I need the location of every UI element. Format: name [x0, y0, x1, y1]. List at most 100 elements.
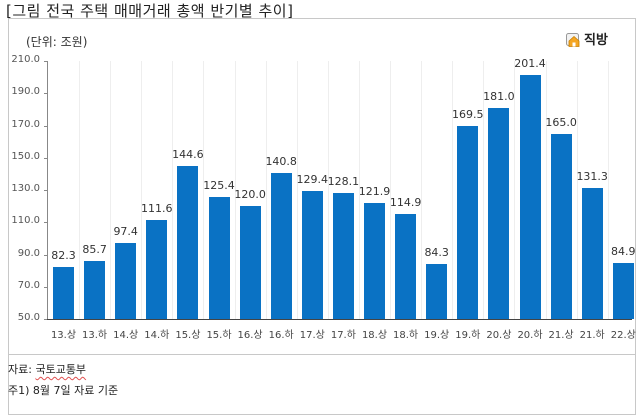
y-tick-mark [44, 254, 48, 256]
title-text: 매매거래 [113, 2, 172, 20]
value-label: 129.4 [296, 172, 329, 186]
bar [270, 172, 292, 319]
value-label: 125.4 [203, 179, 235, 193]
x-tick-label: 18.상 [361, 330, 388, 341]
value-label: 140.8 [265, 154, 297, 168]
category-separator [576, 61, 578, 319]
x-axis [47, 319, 632, 320]
category-separator [390, 61, 391, 319]
x-tick-label: 19.하 [455, 330, 481, 341]
bar [426, 263, 448, 319]
x-tick-label: 13.상 [50, 330, 77, 341]
bar [115, 242, 137, 319]
y-tick-mark [44, 93, 48, 95]
category-separator [110, 61, 112, 319]
value-label: 165.0 [545, 115, 577, 129]
x-tick-label: 17.상 [299, 330, 325, 341]
value-label: 84.3 [424, 245, 449, 259]
category-separator [265, 61, 267, 319]
y-tick-label: 210.0 [11, 54, 40, 65]
value-label: 97.4 [113, 224, 138, 238]
bar [301, 190, 323, 319]
x-tick-label: 14.상 [113, 330, 139, 341]
value-label: 201.4 [514, 56, 546, 70]
x-tick-label: 13.하 [82, 330, 108, 341]
bar [177, 166, 199, 319]
title-text: [그림 전국 주택 [6, 2, 114, 20]
x-tick-label: 14.하 [144, 330, 170, 341]
bar [208, 197, 230, 319]
unit-label: (단위: 조원) [26, 35, 88, 49]
category-separator [327, 61, 329, 319]
value-label: 82.3 [51, 248, 76, 262]
bar [84, 261, 106, 319]
y-tick-mark [44, 190, 48, 191]
logo-text: 직방 [584, 33, 608, 48]
value-label: 84.9 [611, 244, 636, 258]
x-tick-label: 15.상 [175, 330, 201, 341]
value-label: 120.0 [234, 188, 266, 202]
y-tick-mark [44, 286, 48, 288]
x-tick-label: 22.상 [610, 330, 636, 341]
x-tick-label: 16.하 [268, 330, 294, 341]
bar [612, 262, 634, 319]
x-tick-label: 20.하 [517, 330, 543, 341]
figure-title: [그림 전국 주택 매매거래 총액 반기별 추이] [6, 0, 293, 21]
value-label: 128.1 [327, 175, 360, 189]
x-tick-label: 20.상 [486, 330, 512, 341]
value-label: 131.3 [576, 169, 608, 183]
bar [457, 126, 479, 319]
source-name: 국토교통부 [35, 363, 87, 376]
category-separator [296, 61, 298, 319]
category-separator [141, 61, 143, 319]
x-tick-label: 21.하 [579, 330, 605, 341]
y-tick-mark [44, 222, 48, 224]
x-tick-label: 18.하 [393, 330, 419, 341]
category-separator [203, 61, 205, 319]
value-label: 121.9 [358, 185, 391, 199]
x-tick-label: 21.상 [548, 330, 574, 341]
x-tick-label: 19.상 [424, 330, 450, 341]
y-tick-mark [44, 157, 48, 159]
category-separator [607, 61, 609, 319]
category-separator [358, 61, 360, 319]
y-tick-label: 50.0 [17, 312, 40, 323]
category-separator [79, 61, 80, 319]
x-tick-label: 17.하 [330, 330, 356, 341]
y-tick-label: 170.0 [11, 118, 40, 130]
y-tick-mark [44, 319, 48, 320]
category-separator [421, 61, 423, 319]
value-label: 85.7 [82, 243, 107, 257]
x-tick-label: 16.상 [237, 330, 263, 341]
bar [550, 133, 572, 319]
value-label: 181.0 [483, 89, 515, 103]
bar [488, 107, 510, 319]
y-tick-mark [44, 125, 48, 127]
source-line: 자료: 국토교통부 [8, 361, 86, 377]
y-tick-label: 70.0 [17, 279, 40, 291]
category-separator [545, 61, 547, 319]
value-label: 111.6 [141, 201, 173, 215]
notes-box [8, 355, 636, 415]
house-logo-icon [566, 32, 581, 47]
category-separator [483, 61, 485, 319]
bar [53, 266, 74, 319]
y-tick-mark [44, 61, 48, 62]
bar [146, 219, 168, 319]
bar [519, 74, 541, 319]
y-tick-label: 190.0 [11, 86, 40, 98]
value-label: 169.5 [452, 108, 484, 122]
y-tick-label: 90.0 [17, 247, 40, 259]
footnote: 주1) 8월 7일 자료 기준 [8, 384, 119, 397]
source-prefix: 자료: [8, 363, 36, 376]
y-tick-label: 130.0 [11, 183, 40, 194]
y-tick-label: 110.0 [11, 215, 40, 227]
value-label: 114.9 [389, 196, 422, 210]
category-separator [172, 61, 174, 319]
x-tick-label: 15.하 [206, 330, 232, 341]
category-separator [452, 61, 454, 319]
zigbang-logo: 직방 [566, 29, 608, 48]
title-text: 반기별 [210, 2, 254, 20]
y-tick-label: 150.0 [11, 150, 40, 162]
category-separator [514, 61, 516, 319]
